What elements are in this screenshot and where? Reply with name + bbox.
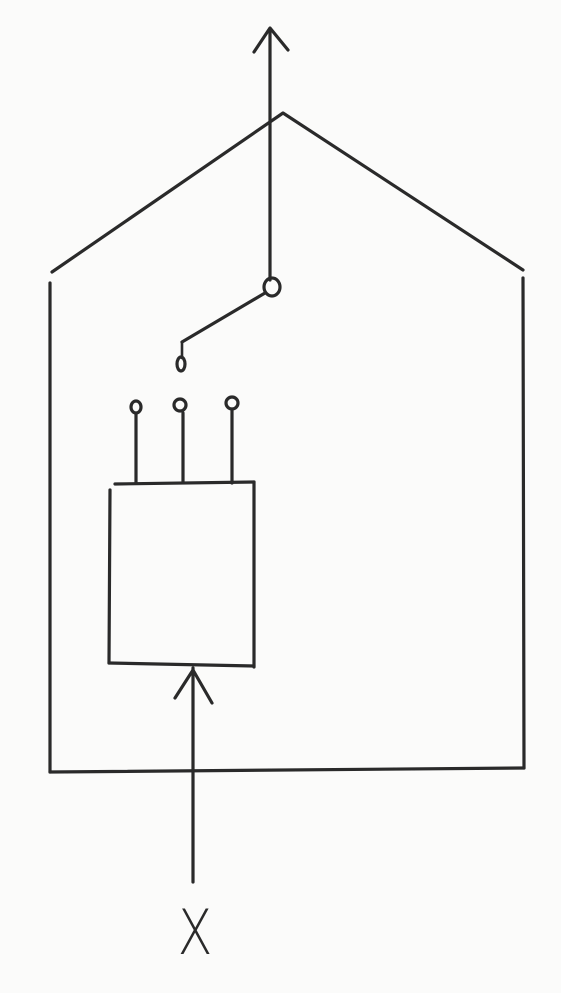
output-arrowhead [252,26,290,54]
block-bottom [107,661,256,668]
terminal-left [129,399,143,485]
switch-contact [175,355,187,373]
selector-switch [175,276,282,373]
input-label-x: X [177,896,213,969]
block-left [107,488,112,665]
inner-block [107,395,256,669]
input-arrow [173,666,214,884]
enclosure-roof [50,111,525,274]
output-arrow [252,26,290,282]
enclosure-right-wall [521,276,526,770]
input-arrowhead [173,668,214,705]
terminal-middle [172,397,188,484]
outer-enclosure [48,111,526,774]
switch-pivot [262,276,282,298]
switch-arm [180,291,267,344]
enclosure-floor [48,766,526,774]
terminal-right [224,395,240,485]
